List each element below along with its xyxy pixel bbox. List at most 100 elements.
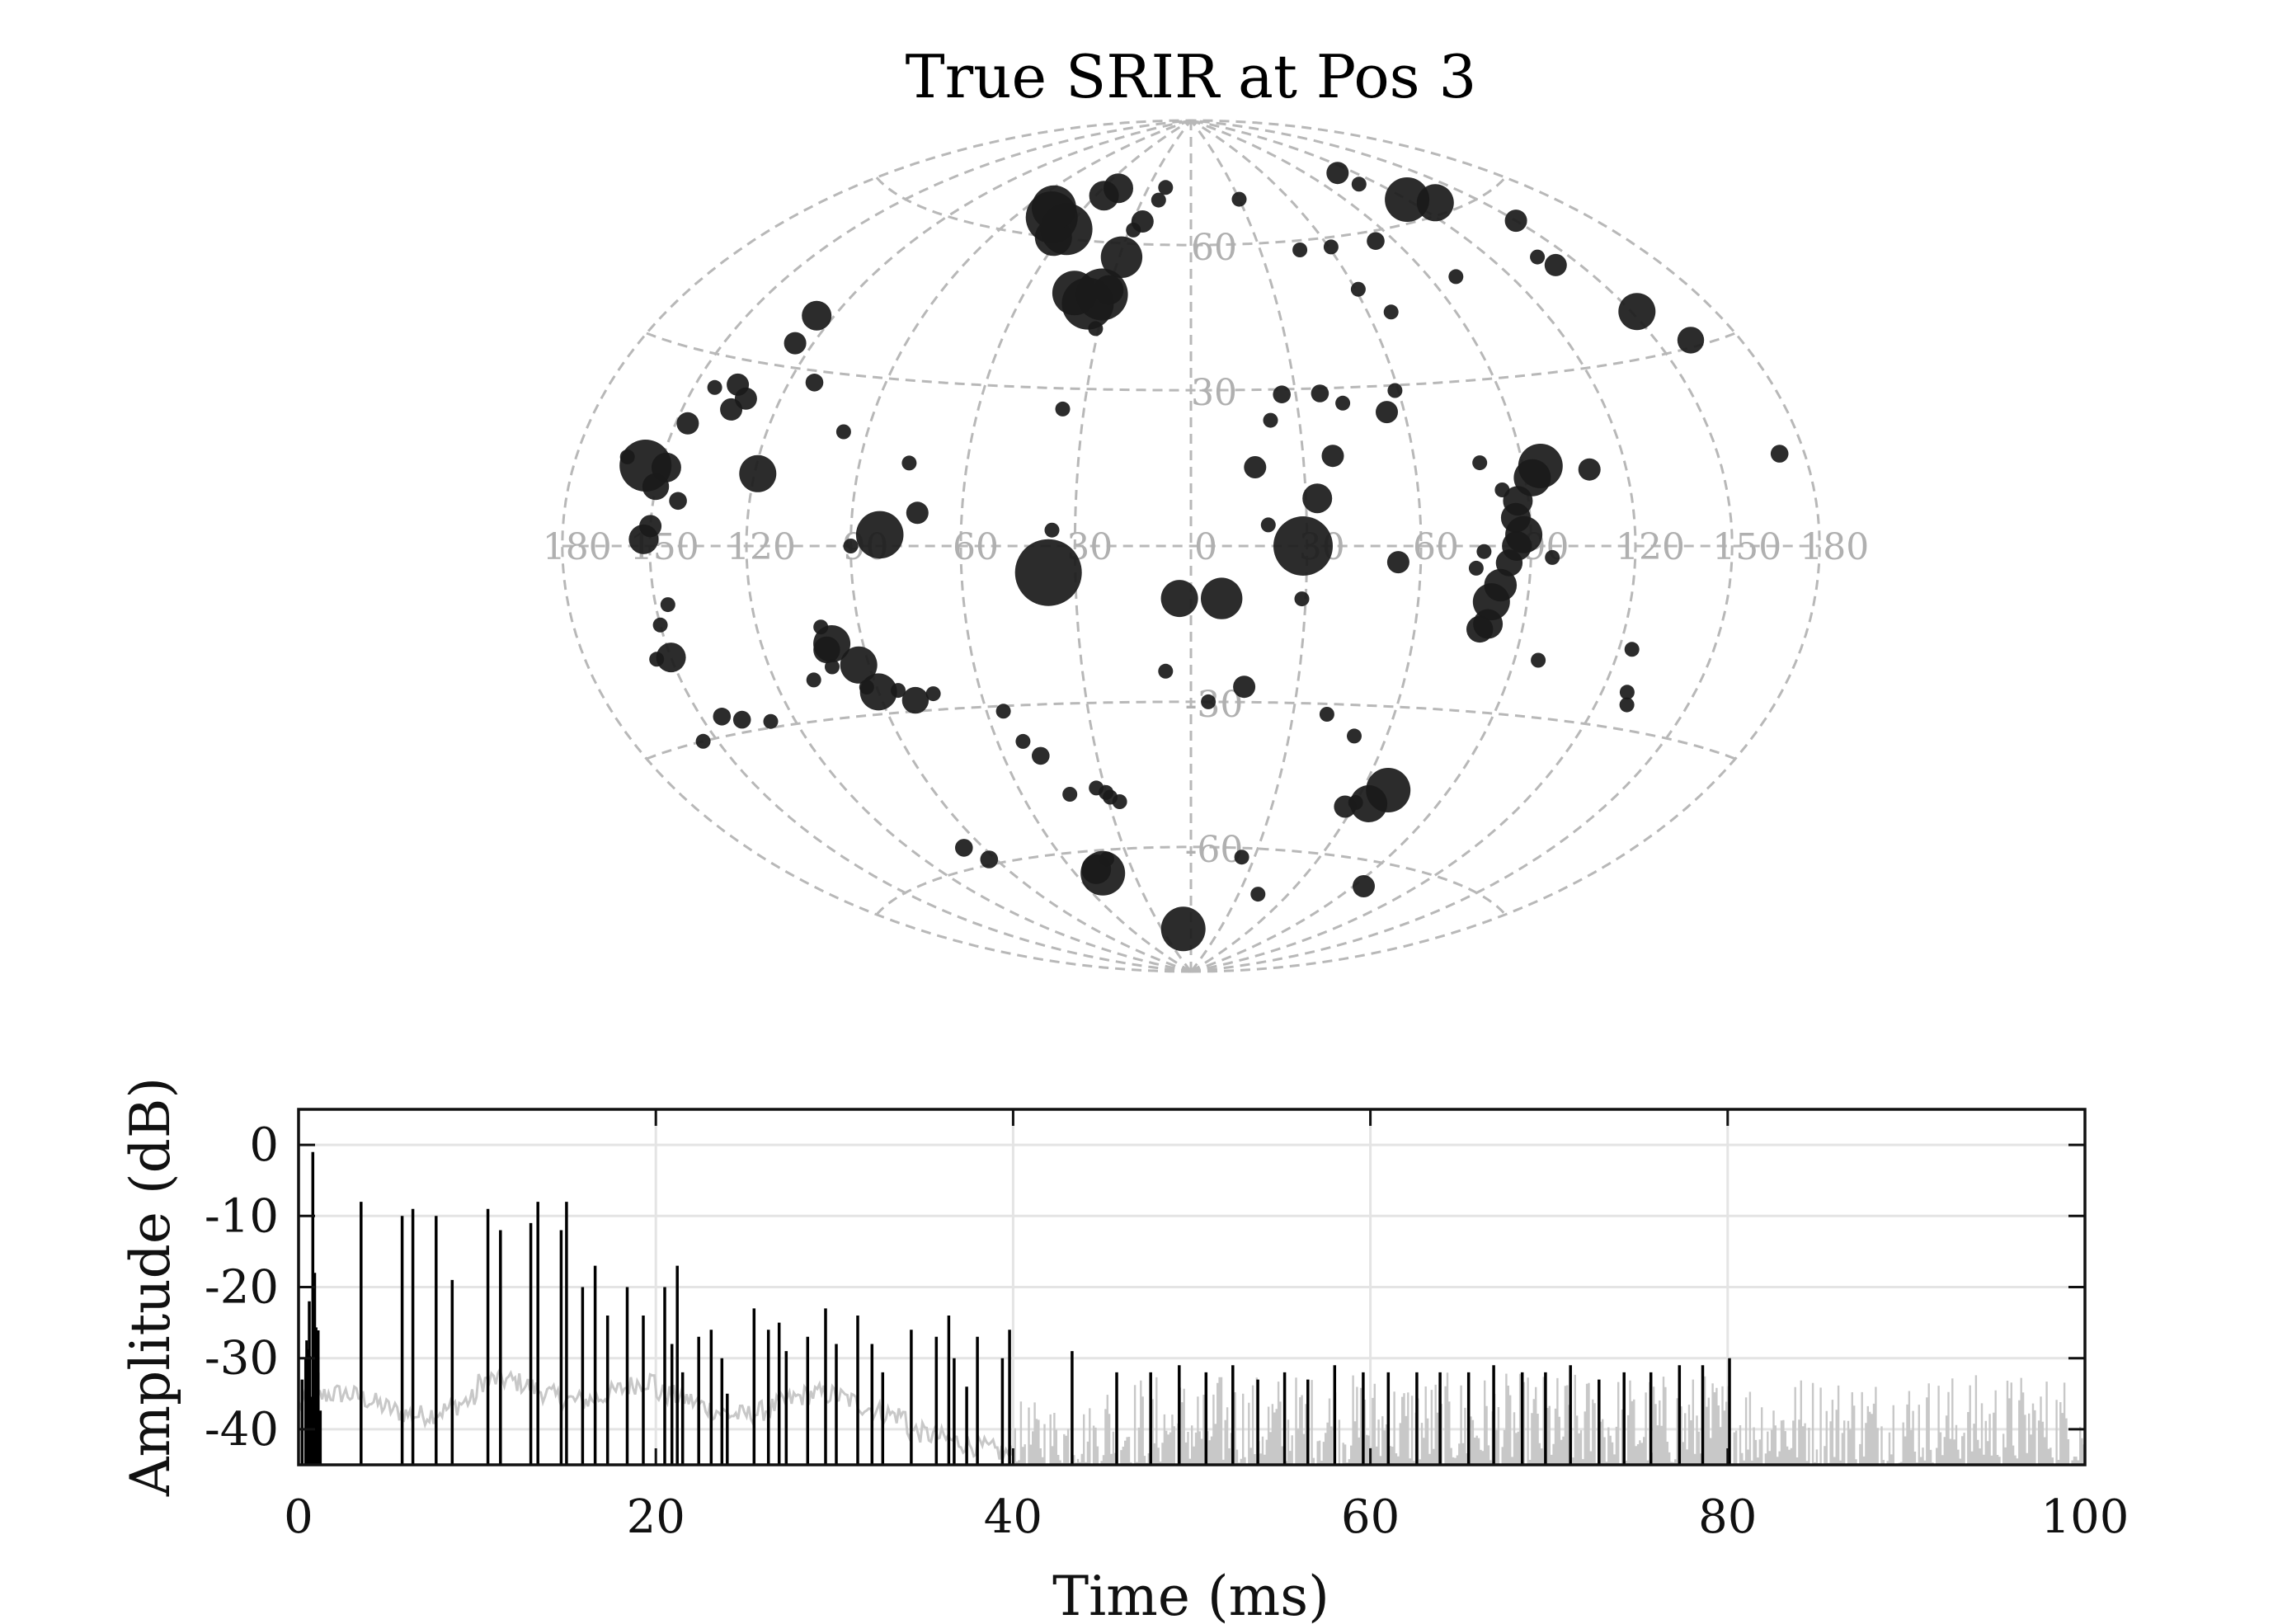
direction-point	[980, 850, 999, 868]
direction-point	[813, 619, 829, 635]
x-tick-label: 100	[2041, 1490, 2129, 1544]
direction-point	[891, 683, 906, 699]
direction-point	[1504, 209, 1527, 233]
direction-point	[1233, 675, 1256, 699]
direction-point	[1231, 191, 1247, 207]
direction-point	[1100, 236, 1143, 278]
x-tick-label: 80	[1698, 1490, 1757, 1544]
direction-point	[1081, 854, 1112, 884]
direction-point	[763, 713, 779, 729]
parallel-line	[646, 332, 1736, 392]
direction-point	[843, 539, 859, 553]
direction-point	[1244, 456, 1267, 478]
direction-point	[720, 398, 743, 421]
direction-point	[707, 379, 722, 395]
azimuth-tick-label: 120	[727, 526, 796, 568]
direction-point	[649, 652, 665, 667]
direction-point	[660, 597, 675, 613]
direction-point	[1201, 577, 1243, 619]
elevation-tick-label: 60	[1191, 227, 1237, 269]
azimuth-tick-label: 0	[1194, 526, 1217, 568]
azimuth-tick-label: 120	[1616, 526, 1685, 568]
direction-point	[1347, 728, 1362, 744]
direction-point	[1273, 516, 1333, 576]
direction-point	[1263, 412, 1278, 428]
direction-point	[1126, 222, 1141, 238]
direction-point	[1448, 269, 1464, 285]
direction-point	[1294, 591, 1310, 607]
direction-point	[805, 374, 824, 392]
direction-point	[1350, 281, 1366, 297]
direction-point	[1260, 517, 1276, 533]
direction-point	[1624, 642, 1640, 657]
direction-point	[739, 454, 777, 492]
direction-point	[806, 672, 821, 688]
direction-point	[995, 704, 1011, 719]
elevation-tick-label: -60	[1185, 829, 1244, 871]
direction-point	[727, 373, 750, 396]
direction-point	[1386, 551, 1409, 574]
direction-point	[1160, 906, 1206, 952]
direction-point	[1302, 483, 1333, 514]
direction-point	[1151, 192, 1166, 208]
y-axis-title: Amplitude (dB)	[119, 1077, 182, 1497]
direction-point	[1387, 383, 1403, 398]
direction-point	[628, 524, 659, 554]
direction-point	[1319, 707, 1334, 722]
direction-point	[1273, 385, 1291, 404]
direction-point	[1052, 271, 1097, 316]
direction-point	[901, 686, 929, 714]
direction-point	[906, 501, 929, 525]
direction-point	[1619, 685, 1635, 700]
direction-point	[925, 686, 941, 702]
y-tick-label: 0	[249, 1118, 279, 1172]
direction-point	[1618, 293, 1656, 331]
direction-point	[619, 449, 635, 464]
direction-point	[1326, 162, 1349, 185]
direction-point	[1044, 522, 1060, 538]
direction-point	[1472, 455, 1488, 471]
direction-point	[1335, 395, 1351, 411]
direction-point	[1158, 180, 1174, 195]
direction-point	[652, 617, 668, 633]
direction-point	[732, 710, 751, 729]
series-reflections	[300, 1151, 1731, 1465]
direction-point	[1250, 887, 1266, 902]
direction-point	[1014, 539, 1082, 606]
direction-point	[619, 440, 672, 492]
direction-point	[1476, 544, 1492, 559]
direction-point	[859, 680, 874, 695]
direction-point	[1351, 177, 1367, 192]
direction-point	[1466, 615, 1494, 643]
x-tick-label: 20	[627, 1490, 685, 1544]
direction-point	[825, 659, 840, 675]
direction-point	[1201, 694, 1217, 709]
direction-point	[1530, 249, 1546, 265]
direction-point	[1062, 787, 1078, 802]
direction-point	[1112, 794, 1127, 809]
direction-point	[1383, 304, 1399, 320]
direction-point	[955, 839, 973, 857]
direction-point	[1334, 795, 1357, 818]
direction-point	[1578, 458, 1601, 481]
azimuth-tick-label: 180	[543, 526, 612, 568]
direction-point	[840, 646, 878, 684]
parallel-line	[646, 700, 1736, 760]
direction-point	[1468, 560, 1484, 576]
direction-point	[1385, 177, 1430, 222]
direction-point	[695, 733, 711, 749]
chart-title: True SRIR at Pos 3	[906, 42, 1477, 111]
plot-ticks: 0 20 40 60 80 100 0 -10 -20 -30 -40	[205, 1109, 2129, 1544]
noise-floor-late	[1012, 1372, 2086, 1465]
direction-point	[1292, 242, 1308, 257]
direction-point	[1055, 401, 1071, 417]
azimuth-tick-label: 150	[1712, 526, 1781, 568]
x-tick-label: 0	[284, 1490, 313, 1544]
noise-floor-early	[297, 1365, 1014, 1461]
direction-point	[1158, 663, 1174, 679]
direction-point	[713, 708, 732, 726]
direction-point	[1350, 785, 1388, 822]
direction-point	[802, 300, 832, 331]
direction-point	[656, 643, 686, 673]
direction-point	[901, 455, 917, 471]
